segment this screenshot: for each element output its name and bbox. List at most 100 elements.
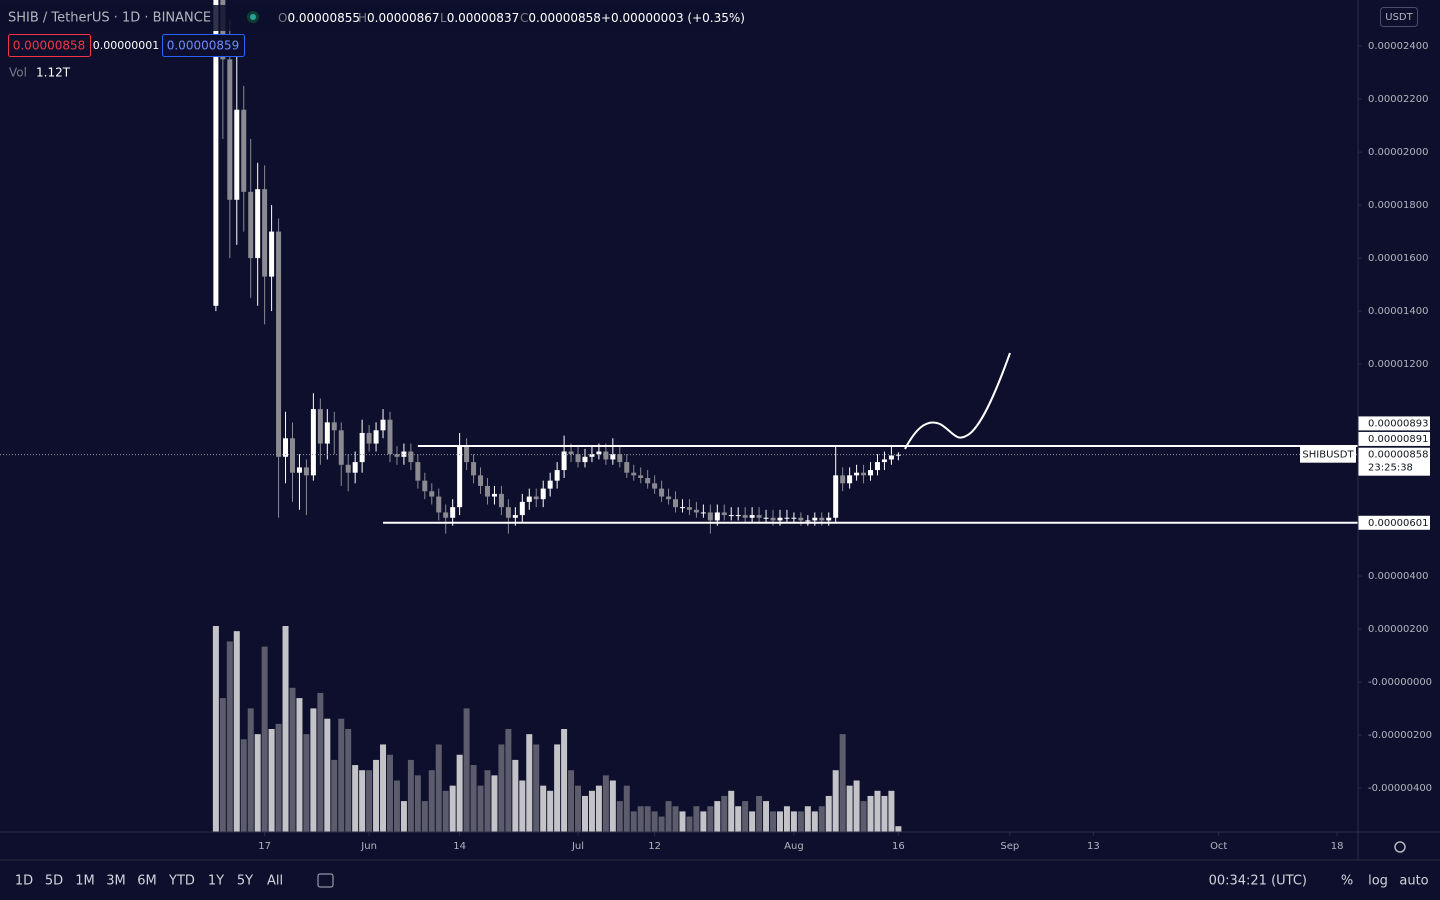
candle-body — [471, 462, 477, 476]
range-button[interactable]: 1D — [15, 874, 33, 889]
volume-bar — [352, 765, 359, 832]
candle-body — [617, 454, 623, 463]
ohlc-value: 0.00000858 — [528, 11, 601, 25]
volume-bar — [505, 729, 512, 832]
range-button[interactable]: 1Y — [208, 874, 224, 889]
candle-body — [227, 59, 233, 200]
date-range-icon[interactable] — [317, 873, 334, 888]
range-button[interactable]: 5Y — [237, 874, 253, 889]
volume-bar — [811, 811, 818, 832]
volume-bar — [296, 698, 303, 832]
ask[interactable]: 0.00000859 — [167, 39, 240, 53]
volume-bar — [484, 770, 491, 832]
volume-bar — [359, 770, 366, 832]
candle-body — [721, 512, 727, 516]
candle-body — [645, 478, 651, 484]
candle-body — [603, 451, 609, 460]
ohlc-value: 0.00000855 — [287, 11, 360, 25]
scale-option[interactable]: log — [1368, 874, 1388, 889]
candle-body — [331, 422, 337, 431]
volume-bar — [623, 785, 630, 832]
range-button[interactable]: YTD — [168, 874, 195, 889]
volume-bar — [672, 806, 679, 832]
x-tick-label: Jul — [571, 841, 584, 852]
volume-bar — [846, 785, 853, 832]
candle-body — [854, 472, 860, 476]
candle-body — [262, 189, 268, 277]
volume-bar — [393, 780, 400, 832]
currency-box[interactable] — [1380, 7, 1418, 27]
volume-bar — [226, 641, 233, 832]
settings-icon[interactable] — [1394, 841, 1406, 853]
volume-bar — [233, 631, 240, 832]
candle-body — [338, 430, 344, 465]
symbol-tag — [1300, 446, 1356, 463]
ohlc-key: L — [440, 11, 447, 25]
bid-box[interactable] — [8, 34, 91, 57]
candle-body — [554, 470, 560, 481]
range-button[interactable]: 6M — [137, 874, 157, 889]
candle-body — [366, 432, 372, 444]
x-tick-label: 17 — [258, 841, 271, 852]
candle-body — [770, 517, 776, 521]
bid[interactable]: 0.00000858 — [13, 39, 86, 53]
volume-bar — [526, 734, 533, 832]
candle-body — [540, 488, 546, 500]
axis: 0.00002400 0.00002200 0.00002000 0.00001800… — [258, 41, 1432, 852]
volume-bar — [581, 795, 588, 832]
ohlc-value: 0.00000837 — [447, 11, 520, 25]
ask-box[interactable] — [162, 34, 245, 57]
candle-body — [296, 467, 302, 473]
candle-body — [359, 432, 365, 463]
candle-body — [289, 438, 295, 473]
candle-body — [742, 515, 748, 518]
y-tick-label: 0.00001200 — [1368, 359, 1428, 370]
volume-bar — [400, 801, 407, 832]
candle-body — [443, 512, 449, 518]
y-tick-label: 0.00001800 — [1368, 200, 1428, 211]
candle-body — [303, 467, 309, 476]
range-button[interactable]: All — [267, 874, 283, 889]
change: +0.00000003 (+0.35%) — [601, 11, 745, 25]
volume-bar — [442, 790, 449, 832]
candle-body — [895, 454, 901, 456]
volume-bar — [456, 754, 463, 832]
volume-bar — [407, 759, 414, 832]
candle-body — [491, 493, 497, 497]
ohlc-key: C — [520, 11, 528, 25]
candle-body — [484, 485, 490, 497]
vol-value: 1.12T — [36, 66, 71, 80]
price-tag — [1358, 515, 1430, 530]
countdown: 23:25:38 — [1368, 463, 1413, 474]
candle-body — [526, 496, 532, 502]
volume-bar — [665, 801, 672, 832]
candle-body — [317, 409, 323, 444]
scale-option[interactable]: % — [1341, 874, 1353, 889]
volume-bar — [254, 734, 261, 832]
candle-body — [624, 462, 630, 473]
currency[interactable]: USDT — [1385, 12, 1413, 23]
candle-body — [436, 496, 442, 513]
volume-bar — [498, 744, 505, 832]
candle-body — [686, 507, 692, 510]
range-button[interactable]: 5D — [45, 874, 63, 889]
price-tag — [1358, 416, 1430, 431]
vol-key: Vol — [9, 66, 27, 80]
volume-bar — [338, 718, 345, 832]
range-button[interactable]: 3M — [106, 874, 126, 889]
x-tick-label: Jun — [360, 841, 377, 852]
range-button[interactable]: 1M — [75, 874, 95, 889]
candle-body — [881, 459, 887, 463]
volume-bar — [616, 801, 623, 832]
y-tick-label: 0.00002400 — [1368, 41, 1428, 52]
candle-body — [457, 446, 463, 508]
candle-body — [659, 488, 665, 497]
candle-body — [429, 491, 435, 497]
volume-bar — [832, 770, 839, 832]
volume-bar — [735, 806, 742, 832]
volume-bar — [609, 780, 616, 832]
candle-body — [874, 462, 880, 471]
scale-option[interactable]: auto — [1399, 874, 1428, 889]
volume-bar — [756, 795, 763, 832]
y-tick-label: -0.00000000 — [1368, 677, 1432, 688]
